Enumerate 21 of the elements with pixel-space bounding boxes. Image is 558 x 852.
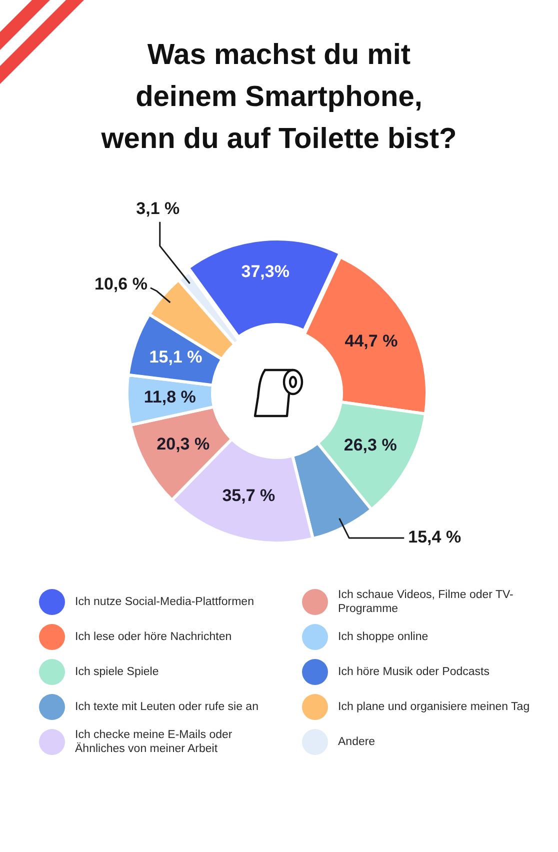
data-label: 11,8 %	[144, 388, 196, 407]
data-label: 15,4 %	[408, 528, 462, 547]
legend-label: Ich schaue Videos, Filme oder TV-Programme	[338, 588, 514, 616]
data-label: 35,7 %	[222, 486, 276, 506]
legend-label: Ich lese oder höre Nachrichten	[75, 630, 232, 644]
legend-label: Ich texte mit Leuten oder rufe sie an	[75, 700, 258, 714]
data-label: 26,3 %	[344, 435, 397, 454]
chart-title: Was machst du mit deinem Smartphone, wenn du auf Toilette bist?	[100, 38, 458, 157]
legend-label: Ich nutze Social-Media-Plattformen	[75, 595, 254, 609]
legend-label: Ich spiele Spiele	[75, 665, 159, 679]
legend-label: Ich checke meine E-Mails oder Ähnliches von meiner Arbeit	[75, 728, 234, 756]
legend-label: Ich höre Musik oder Podcasts	[338, 665, 490, 679]
legend-label: Andere	[338, 735, 376, 749]
data-label: 3,1 %	[136, 199, 180, 218]
legend-label: Ich shoppe online	[338, 630, 428, 644]
data-label: 37,3%	[241, 262, 290, 281]
data-label: 15,1 %	[149, 347, 202, 366]
data-label: 44,7 %	[344, 331, 398, 350]
data-label: 10,6 %	[94, 274, 148, 294]
data-label: 20,3 %	[156, 434, 210, 454]
legend-label: Ich plane und organisiere meinen Tag	[338, 700, 530, 714]
